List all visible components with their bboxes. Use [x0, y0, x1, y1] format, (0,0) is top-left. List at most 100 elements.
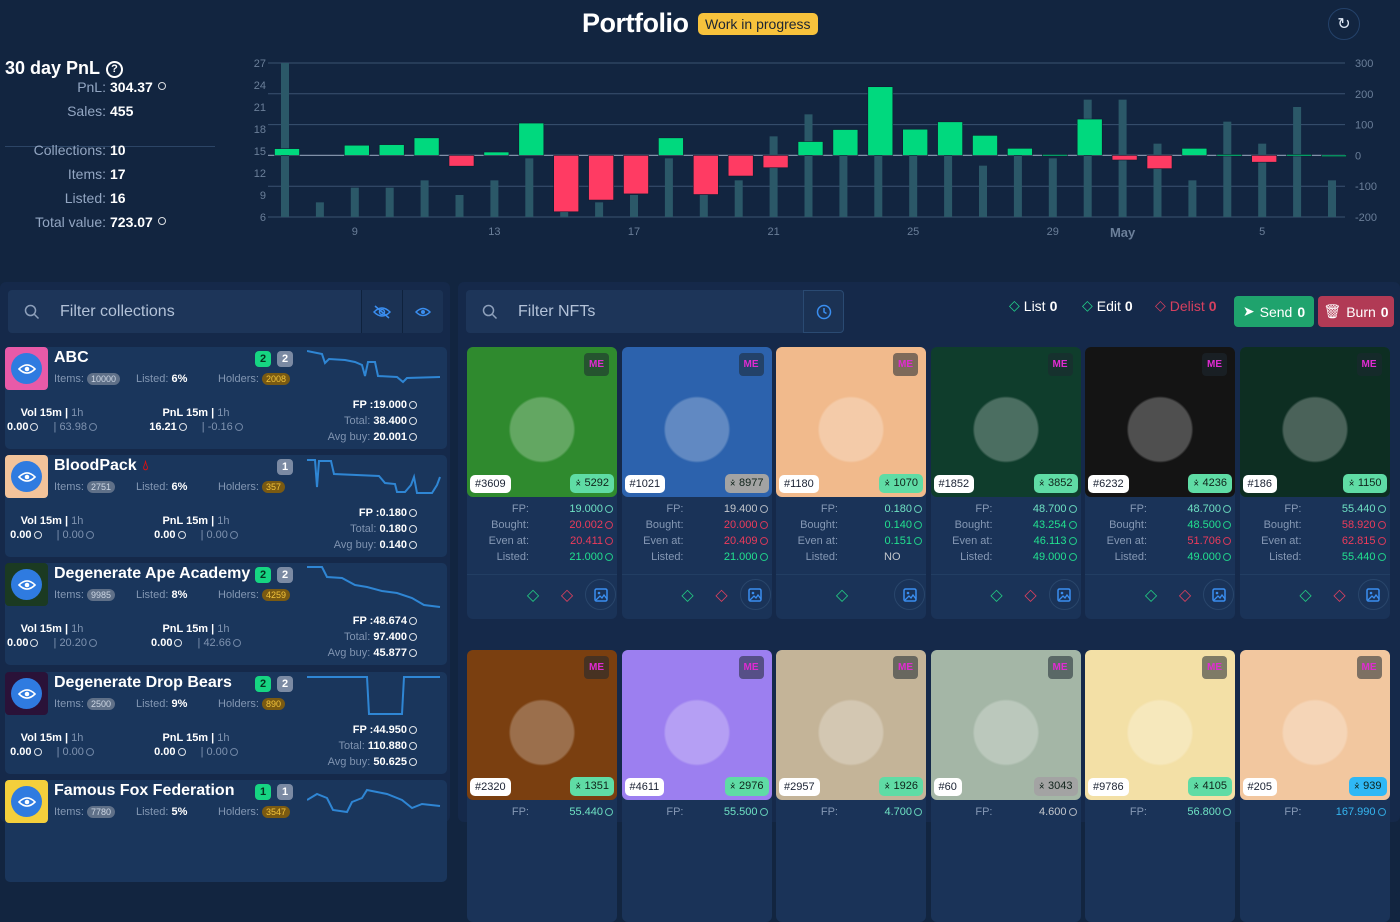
value-15m: 0.00	[7, 421, 29, 433]
nft-id: #1852	[933, 475, 975, 493]
list-tag-icon[interactable]: ◇	[526, 587, 540, 604]
rank-value: 1150	[1357, 477, 1382, 489]
view-image-button[interactable]	[1048, 579, 1080, 610]
hide-hidden-button[interactable]	[361, 290, 402, 333]
view-image-button[interactable]	[585, 579, 616, 610]
stat-label: Bought:	[1263, 519, 1302, 531]
collection-card[interactable]: Famous Fox Federation 1 1 Items: 7780 Listed…	[5, 780, 447, 882]
magic-eden-badge[interactable]: ME	[584, 353, 609, 376]
magic-eden-badge[interactable]: ME	[1356, 656, 1382, 679]
burn-button[interactable]: 🗑︎ Burn 0	[1318, 296, 1394, 327]
collection-card[interactable]: ABC 2 2 Items: 10000 Listed: 6% Holders: 2008…	[5, 347, 447, 449]
list-tag-icon[interactable]: ◇	[681, 587, 694, 604]
magic-eden-badge[interactable]: ME	[1047, 656, 1073, 679]
listed-count-badge: 1	[255, 784, 271, 800]
rank-value: 5292	[584, 477, 609, 489]
list-button[interactable]: ◇ List 0	[1009, 297, 1057, 314]
nft-card[interactable]: ME #60 ⨰ 3043 FP: 4.600	[930, 650, 1081, 922]
nft-card[interactable]: ME #1852 ⨰ 3852 FP: 48.700 Bought: 43.254 Even …	[930, 347, 1081, 619]
sol-icon	[1068, 537, 1077, 545]
listed-label: Listed:	[136, 589, 169, 601]
value-1h: 63.98	[59, 421, 87, 433]
magic-eden-badge[interactable]: ME	[738, 353, 764, 376]
show-hidden-button[interactable]	[402, 290, 443, 333]
nft-card[interactable]: ME #1180 ⨰ 1070 FP: 0.180 Bought: 0.140 Even at…	[776, 347, 926, 619]
eye-icon[interactable]	[11, 786, 42, 817]
send-button[interactable]: ➤ Send 0	[1234, 296, 1314, 327]
sol-icon	[1223, 808, 1231, 816]
stat-label: Collections:	[33, 142, 106, 158]
delist-button[interactable]: ◇ Delist 0	[1155, 297, 1217, 314]
view-image-button[interactable]	[1357, 579, 1389, 610]
rank-icon: ⨰	[1193, 477, 1203, 489]
nft-card[interactable]: ME #9786 ⨰ 4105 FP: 56.800	[1085, 650, 1235, 922]
rarity-rank: ⨰ 1926	[879, 777, 923, 796]
stat-value: 4.600	[993, 806, 1081, 818]
divider	[621, 574, 772, 575]
sol-icon	[1377, 553, 1386, 561]
magic-eden-badge[interactable]: ME	[1356, 353, 1382, 376]
collection-card[interactable]: Degenerate Drop Bears 2 2 Items: 2500 Listed…	[5, 672, 447, 774]
refresh-button[interactable]: ↻	[1328, 8, 1360, 40]
nft-card[interactable]: ME #1021 ⨰ 8977 FP: 19.400 Bought: 20.000 Even …	[621, 347, 772, 619]
magic-eden-badge[interactable]: ME	[738, 656, 764, 679]
nft-card[interactable]: ME #205 ⨰ 939 FP: 167.990	[1239, 650, 1390, 922]
view-image-button[interactable]	[739, 579, 771, 610]
magic-eden-badge[interactable]: ME	[893, 656, 918, 679]
magic-eden-badge[interactable]: ME	[584, 656, 609, 679]
nft-card[interactable]: ME #4611 ⨰ 2976 FP: 55.500	[621, 650, 772, 922]
items-count: 10000	[87, 373, 121, 385]
eye-icon[interactable]	[11, 353, 42, 384]
nft-card[interactable]: ME #2320 ⨰ 1351 FP: 55.440	[467, 650, 617, 922]
eye-icon[interactable]	[11, 678, 42, 709]
view-image-button[interactable]	[1203, 579, 1234, 610]
nft-stat-bought: Bought: 58.920	[1240, 519, 1390, 531]
delist-tag-icon[interactable]: ◇	[715, 587, 728, 604]
nft-card[interactable]: ME #3609 ⨰ 5292 FP: 19.000 Bought: 20.002 Even …	[467, 347, 617, 619]
collection-card[interactable]: BloodPack 💧︎ 1 Items: 2751 Listed: 6% Holders…	[5, 455, 447, 557]
stat-number: 55.440	[1341, 503, 1376, 515]
help-icon[interactable]: ?	[106, 61, 124, 78]
stat-label: Bought:	[954, 519, 993, 531]
delist-tag-icon[interactable]: ◇	[1333, 587, 1346, 604]
eye-icon[interactable]	[11, 461, 42, 492]
magic-eden-badge[interactable]: ME	[1047, 353, 1073, 376]
magic-eden-badge[interactable]: ME	[1202, 656, 1227, 679]
view-image-button[interactable]	[894, 579, 925, 610]
eye-icon[interactable]	[11, 569, 42, 600]
items-count: 9985	[87, 589, 116, 601]
magic-eden-badge[interactable]: ME	[1202, 353, 1227, 376]
nft-card[interactable]: ME #6232 ⨰ 4236 FP: 48.700 Bought: 48.500 Even …	[1085, 347, 1235, 619]
nft-stat-fp: FP: 55.440	[467, 806, 617, 818]
history-button[interactable]	[803, 290, 844, 333]
collection-card[interactable]: Degenerate Ape Academy 2 2 Items: 9985 Liste…	[5, 563, 447, 665]
nft-card[interactable]: ME #186 ⨰ 1150 FP: 55.440 Bought: 58.920 Even a…	[1239, 347, 1390, 619]
delist-tag-icon[interactable]: ◇	[1024, 587, 1037, 604]
edit-label: Edit	[1096, 297, 1121, 314]
list-tag-icon[interactable]: ◇	[835, 587, 849, 604]
listed-value: 6%	[171, 373, 188, 385]
rank-icon: ⨰	[884, 780, 894, 792]
edit-button[interactable]: ◇ Edit 0	[1082, 297, 1133, 314]
delist-count: 0	[1208, 297, 1217, 314]
nft-image[interactable]	[930, 650, 1081, 800]
pnl-heading: 30 day PnL?	[5, 58, 124, 79]
nft-id: #6232	[1088, 475, 1129, 493]
sales-bar	[560, 209, 569, 217]
x-axis-tick: 9	[352, 226, 358, 238]
nft-stat-listed: Listed: 21.000	[467, 551, 617, 563]
total-label: Total:	[338, 740, 365, 752]
magic-eden-badge[interactable]: ME	[893, 353, 918, 376]
stat-label: FP:	[975, 503, 993, 515]
filter-nfts-input[interactable]: Filter NFTs	[466, 290, 843, 333]
stat-number: 0.180	[884, 503, 912, 515]
nft-card[interactable]: ME #2957 ⨰ 1926 FP: 4.700	[776, 650, 926, 922]
list-tag-icon[interactable]: ◇	[1144, 587, 1158, 604]
listed-value: 9%	[171, 698, 188, 710]
nft-stat-listed: Listed: 21.000	[622, 551, 772, 563]
list-tag-icon[interactable]: ◇	[1299, 587, 1312, 604]
list-tag-icon[interactable]: ◇	[990, 587, 1003, 604]
delist-tag-icon[interactable]: ◇	[560, 587, 574, 604]
stat-value: 20.000	[684, 519, 772, 531]
delist-tag-icon[interactable]: ◇	[1178, 587, 1192, 604]
